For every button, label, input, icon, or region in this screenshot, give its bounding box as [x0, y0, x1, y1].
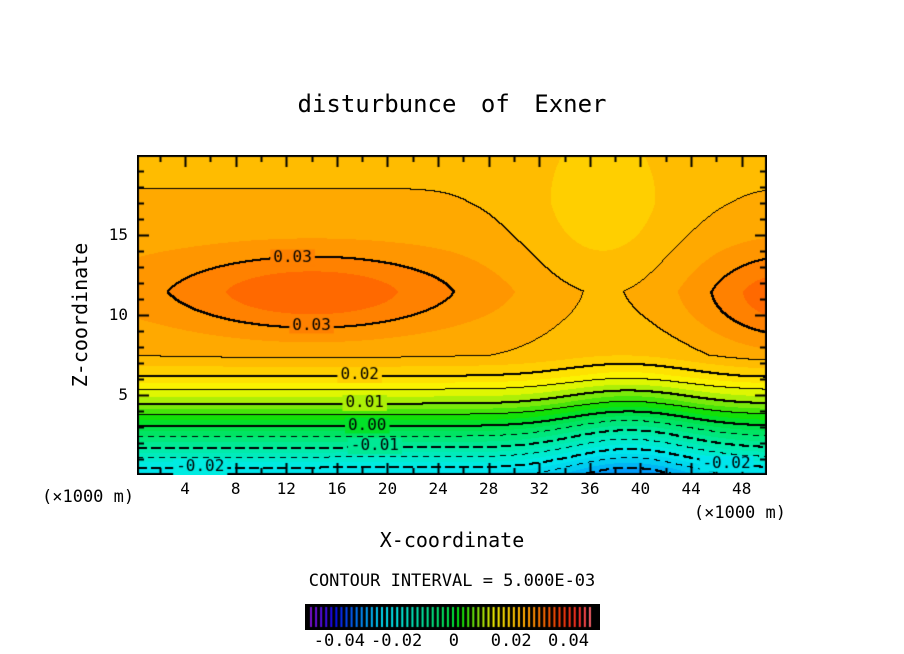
colorbar-label: 0.04	[548, 631, 589, 651]
x-tick-label: 40	[630, 479, 651, 498]
contour-interval-note: CONTOUR INTERVAL = 5.000E-03	[308, 571, 596, 591]
x-axis-title: X-coordinate	[379, 528, 525, 552]
colorbar-canvas	[305, 604, 600, 630]
y-tick-label: 15	[108, 225, 128, 244]
x-tick-label: 12	[276, 479, 296, 498]
colorbar-label: 0	[448, 631, 460, 651]
axis-unit-left: (×1000 m)	[42, 487, 135, 507]
x-tick-label: 36	[580, 479, 600, 498]
x-tick-label: 28	[479, 479, 499, 498]
x-tick-label: 24	[428, 479, 448, 498]
x-tick-label: 8	[230, 479, 241, 498]
x-tick-label: 44	[681, 479, 701, 498]
x-tick-label: 4	[180, 479, 190, 498]
axis-unit-right: (×1000 m)	[693, 503, 786, 523]
colorbar-label: 0.02	[490, 631, 532, 651]
y-tick-label: 5	[118, 385, 128, 404]
x-tick-label: 48	[732, 479, 752, 498]
plot-title: disturbunce of Exner	[297, 90, 607, 118]
colorbar-label: -0.04	[313, 631, 365, 651]
x-tick-label: 20	[377, 479, 398, 498]
contour-plot-canvas	[137, 155, 767, 475]
x-tick-label: 32	[529, 479, 549, 498]
colorbar-label: -0.02	[371, 631, 423, 651]
x-tick-label: 16	[327, 479, 347, 498]
y-tick-label: 10	[108, 305, 128, 324]
